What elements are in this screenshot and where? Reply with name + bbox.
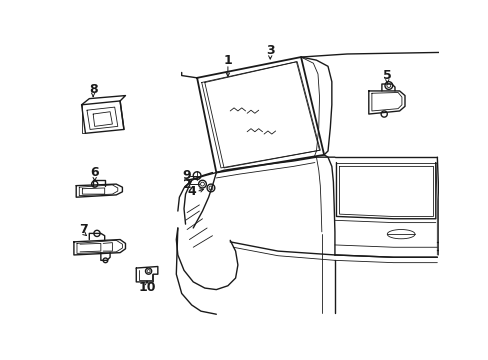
Text: 6: 6	[90, 166, 99, 179]
Text: 2: 2	[183, 177, 191, 190]
Text: 3: 3	[265, 44, 274, 57]
Text: 5: 5	[382, 69, 391, 82]
Text: 7: 7	[80, 223, 88, 236]
Text: 9: 9	[183, 169, 191, 182]
Text: 10: 10	[138, 281, 156, 294]
Text: 1: 1	[223, 54, 232, 67]
Text: 8: 8	[89, 83, 97, 96]
Text: 4: 4	[187, 185, 196, 198]
